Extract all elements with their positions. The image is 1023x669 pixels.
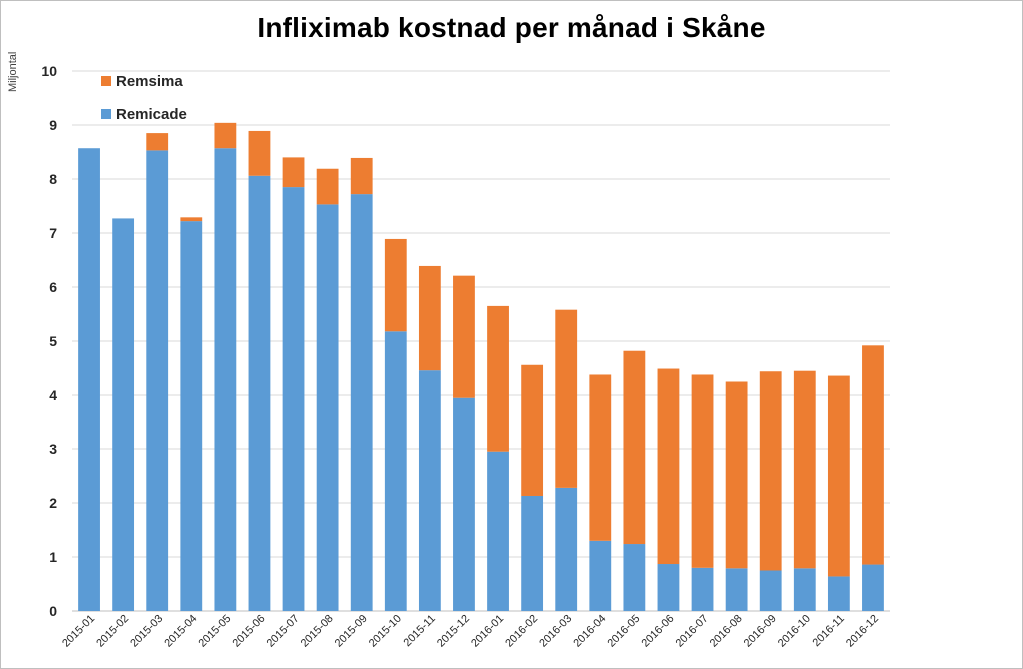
- x-tick-label: 2016-05: [605, 613, 642, 650]
- x-tick-label: 2016-02: [503, 613, 540, 650]
- legend-swatch: [101, 76, 111, 86]
- bar-remicade: [759, 570, 782, 611]
- bar-remicade: [487, 451, 509, 611]
- x-tick-label: 2015-03: [128, 613, 165, 650]
- y-tick-label: 0: [49, 603, 57, 619]
- bar-remsima: [453, 275, 475, 398]
- x-tick-label: 2015-01: [60, 613, 97, 650]
- y-tick-label: 5: [49, 333, 57, 349]
- x-tick-label: 2015-11: [402, 613, 438, 649]
- x-tick-label: 2015-08: [299, 613, 336, 650]
- bar-remsima: [146, 133, 169, 151]
- y-tick-label: 6: [49, 279, 57, 295]
- bar-remicade: [793, 568, 816, 611]
- bar-remicade: [725, 568, 748, 611]
- bar-remicade: [146, 150, 169, 611]
- bar-remicade: [623, 544, 646, 611]
- bar-remsima: [725, 381, 748, 569]
- x-tick-label: 2015-09: [333, 613, 370, 650]
- bar-remsima: [623, 350, 646, 545]
- legend-item-remsima: Remsima: [101, 73, 183, 90]
- bar-remsima: [827, 375, 850, 577]
- x-tick-label: 2015-04: [162, 613, 199, 650]
- bar-remsima: [418, 265, 441, 371]
- x-tick-label: 2015-12: [435, 613, 472, 650]
- bar-remsima: [316, 168, 339, 205]
- x-tick-label: 2015-02: [94, 613, 131, 650]
- y-tick-label: 9: [49, 117, 57, 133]
- legend-item-remicade: Remicade: [101, 106, 187, 123]
- bar-remicade: [453, 397, 475, 611]
- y-tick-label: 2: [49, 495, 57, 511]
- x-tick-label: 2015-07: [265, 613, 302, 650]
- bar-remsima: [180, 217, 203, 222]
- x-tick-label: 2016-03: [537, 613, 574, 650]
- bar-remsima: [589, 374, 612, 541]
- bar-remicade: [282, 187, 305, 611]
- x-tick-label: 2016-09: [742, 613, 779, 650]
- x-tick-label: 2016-12: [844, 613, 881, 650]
- bar-remicade: [827, 576, 850, 611]
- legend-label: Remicade: [116, 106, 187, 123]
- bar-remsima: [793, 370, 816, 569]
- bar-remicade: [862, 564, 884, 611]
- x-tick-label: 2016-04: [571, 613, 608, 650]
- y-tick-labels: 0 1 2 3 4 5 6 7 8 9 10: [41, 63, 57, 619]
- bar-remsima: [282, 157, 305, 188]
- y-tick-label: 4: [49, 387, 57, 403]
- bar-remsima: [759, 371, 782, 571]
- bar-remsima: [384, 238, 407, 332]
- bar-remicade: [521, 495, 544, 611]
- bar-remsima: [862, 345, 884, 565]
- bar-remsima: [248, 130, 271, 176]
- bar-remicade: [214, 148, 237, 611]
- gridlines: [72, 70, 890, 612]
- legend-swatch: [101, 109, 111, 119]
- bar-remsima: [214, 122, 237, 149]
- x-tick-label: 2015-06: [231, 613, 268, 650]
- x-tick-label: 2016-11: [811, 613, 847, 649]
- y-tick-label: 8: [49, 171, 57, 187]
- chart-title: Infliximab kostnad per månad i Skåne: [257, 12, 766, 43]
- bar-remicade: [418, 370, 441, 611]
- y-tick-label: 1: [49, 549, 57, 565]
- x-tick-label: 2016-10: [776, 613, 813, 650]
- bar-remicade: [180, 221, 203, 611]
- x-tick-label: 2016-01: [469, 613, 506, 650]
- bars: [78, 122, 884, 612]
- bar-remsima: [555, 309, 578, 488]
- y-tick-label: 10: [41, 63, 57, 79]
- legend-label: Remsima: [116, 73, 183, 90]
- bar-remicade: [589, 540, 612, 611]
- bar-remsima: [691, 374, 714, 568]
- bar-remsima: [657, 368, 680, 565]
- bar-remsima: [487, 305, 509, 452]
- x-tick-label: 2015-10: [367, 613, 404, 650]
- bar-remsima: [350, 157, 373, 195]
- x-tick-label: 2016-07: [674, 613, 711, 650]
- bar-remicade: [112, 218, 135, 612]
- bar-remsima: [521, 364, 544, 496]
- bar-remicade: [316, 204, 339, 611]
- x-tick-label: 2016-08: [708, 613, 745, 650]
- y-tick-label: 3: [49, 441, 57, 457]
- legend: Remsima Remicade: [101, 73, 187, 123]
- bar-remicade: [78, 148, 100, 611]
- x-tick-labels: 2015-012015-022015-032015-042015-052015-…: [60, 613, 881, 650]
- bar-remicade: [657, 564, 680, 611]
- bar-remicade: [350, 194, 373, 611]
- bar-remicade: [691, 567, 714, 611]
- y-tick-label: 7: [49, 225, 57, 241]
- bar-remicade: [248, 175, 271, 611]
- x-tick-label: 2016-06: [640, 613, 677, 650]
- x-tick-label: 2015-05: [196, 613, 233, 650]
- bar-remicade: [384, 331, 407, 611]
- bar-remicade: [555, 487, 578, 611]
